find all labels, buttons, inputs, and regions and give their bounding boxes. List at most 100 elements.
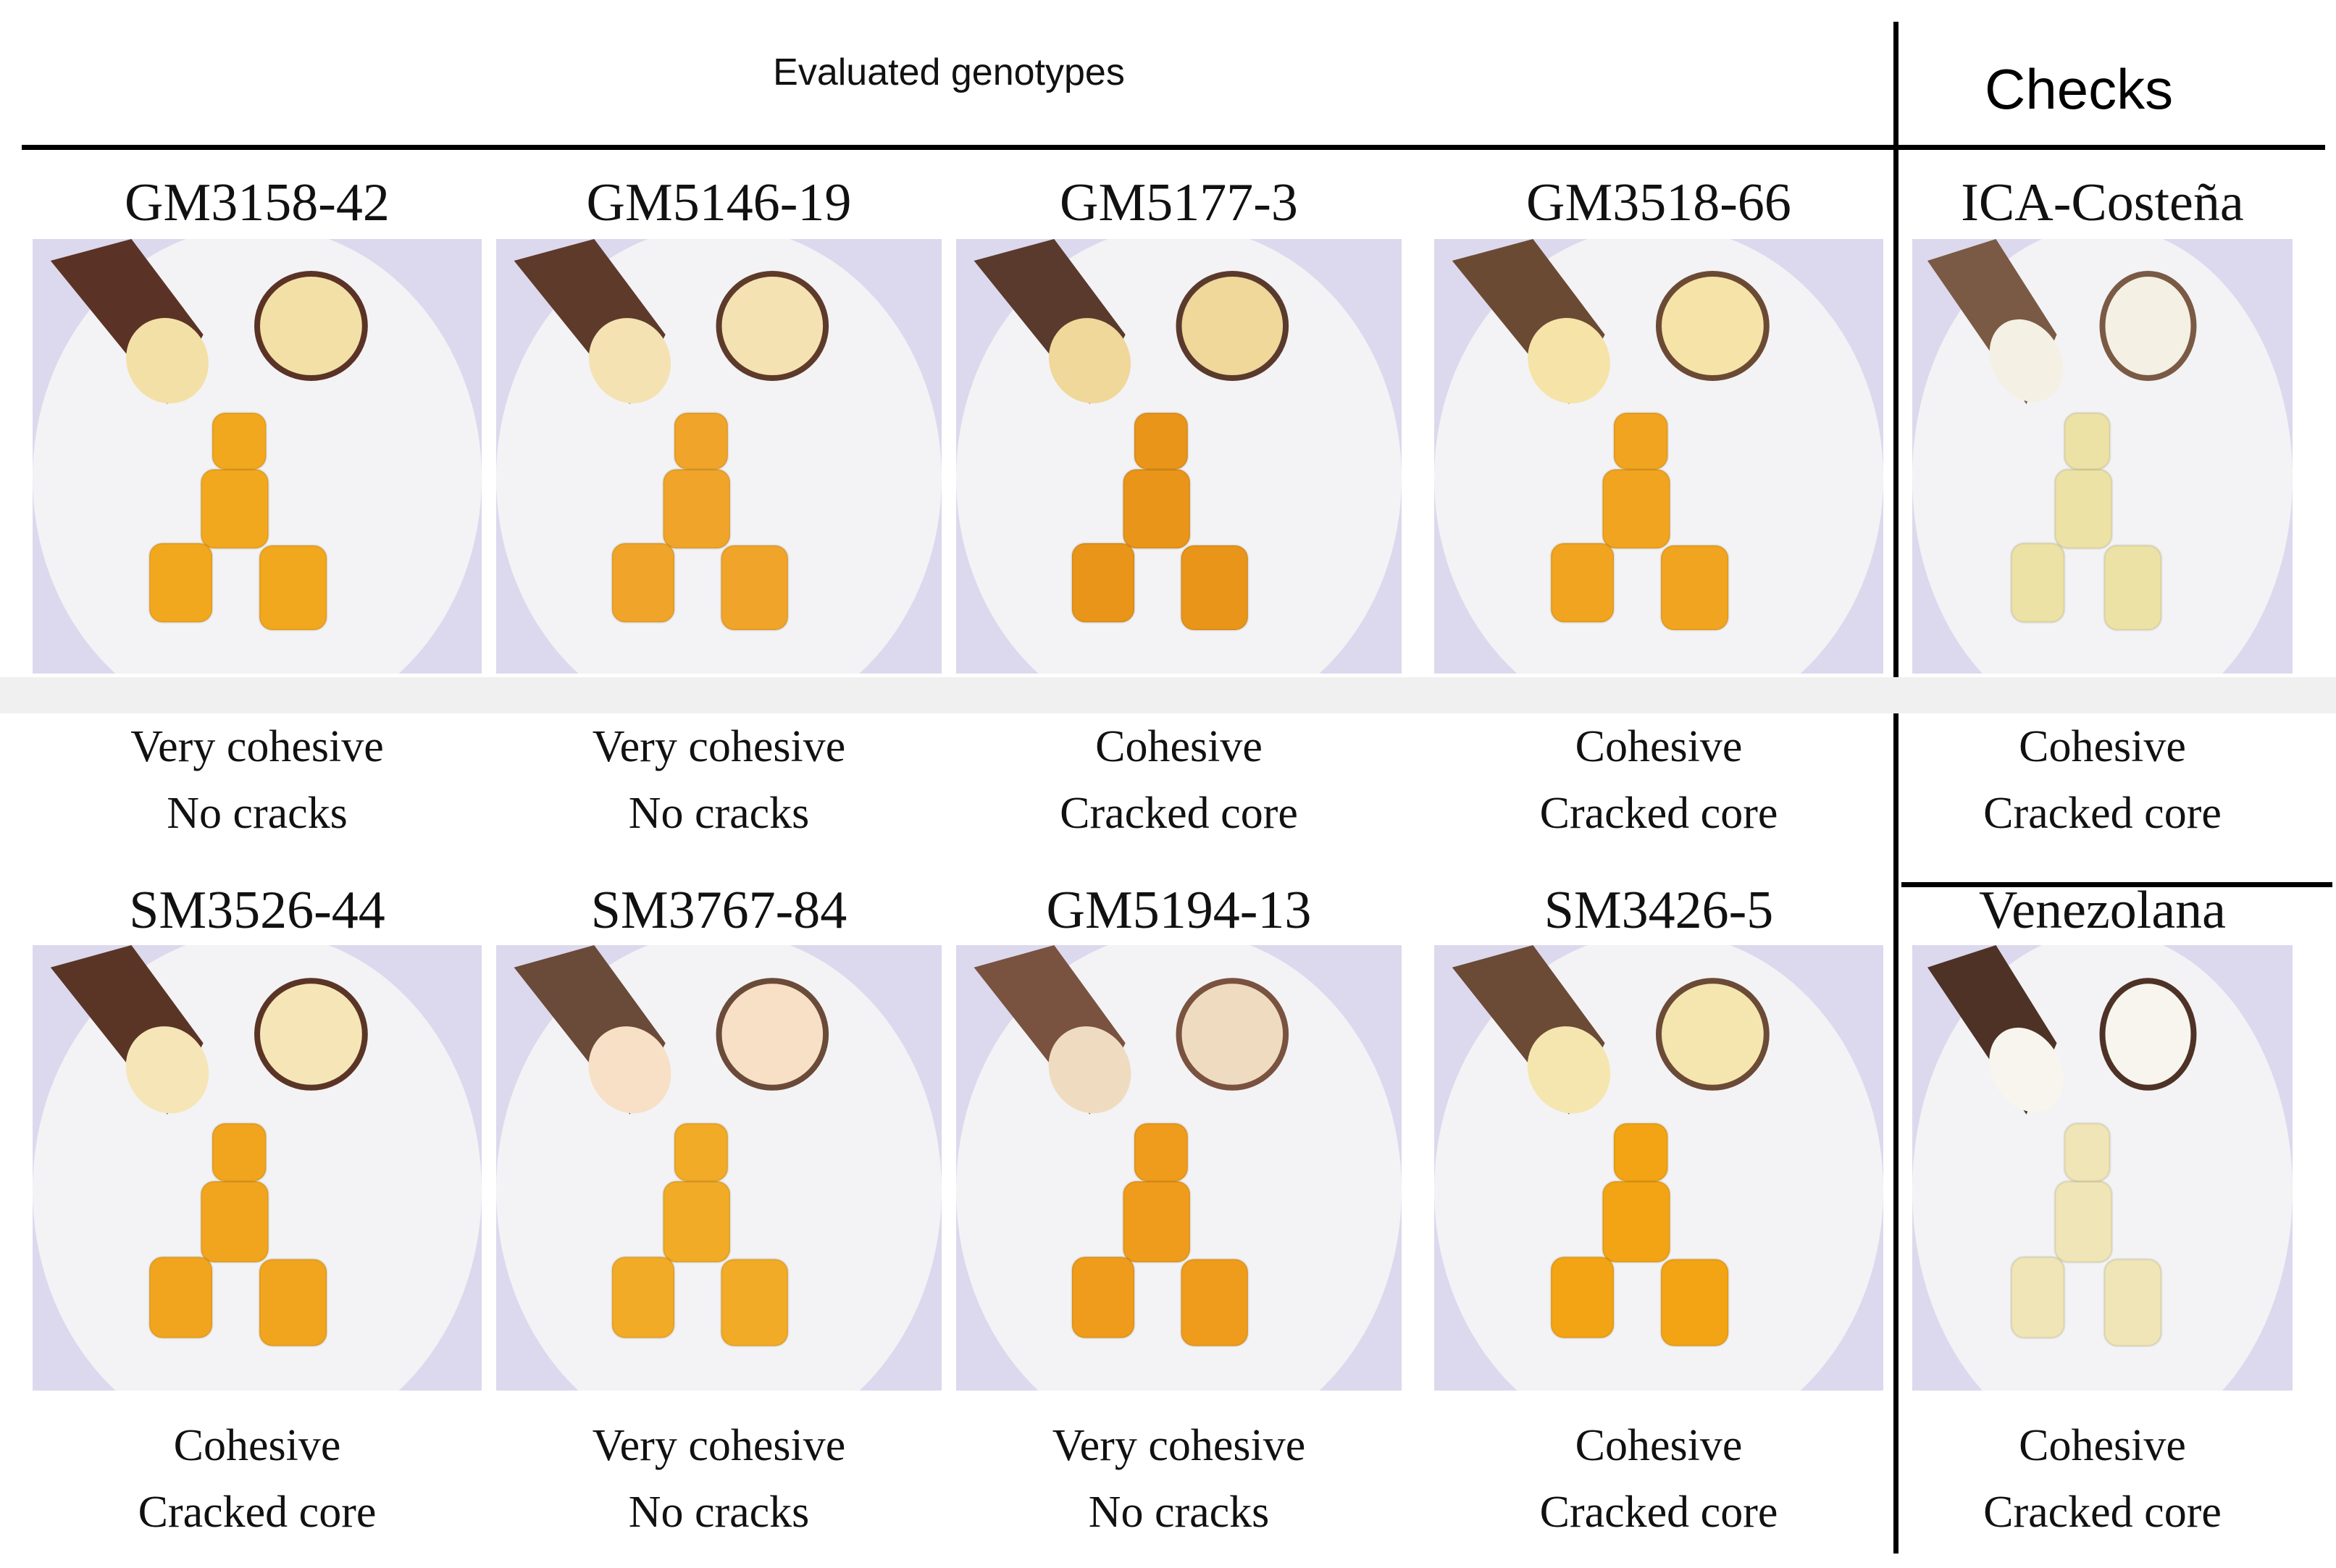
cooked-piece [1071, 1256, 1136, 1339]
cooked-piece [258, 544, 328, 632]
genotype-name: GM5146-19 [586, 173, 852, 232]
cooked-piece [200, 1180, 269, 1264]
raw-slice [716, 978, 829, 1091]
root-cut-face [1528, 318, 1610, 403]
cohesiveness-label: Cohesive [1095, 722, 1263, 771]
cassava-illustration [956, 945, 1402, 1391]
cassava-photo [496, 945, 942, 1391]
texture-description: Very cohesive No cracks [496, 1412, 942, 1546]
cassava-photo [1434, 945, 1883, 1391]
raw-slice [254, 271, 368, 381]
cooked-piece [2054, 1180, 2114, 1264]
root-cut-face [125, 1026, 209, 1114]
cooked-piece [2103, 1258, 2163, 1348]
crack-label: Cracked core [1060, 789, 1298, 838]
raw-slice [1656, 978, 1770, 1091]
cooked-piece [258, 1258, 328, 1348]
cooked-piece [720, 544, 790, 632]
cooked-piece [1133, 1122, 1189, 1183]
genotype-name: GM3158-42 [125, 173, 390, 232]
root-cut-face [588, 1026, 671, 1114]
cassava-illustration [956, 239, 1402, 674]
raw-slice [1176, 271, 1289, 381]
genotype-panel: GM5194-13 Very cohesive No cracks [956, 0, 1402, 1568]
cooked-piece [148, 1256, 214, 1339]
cassava-photo [956, 239, 1402, 674]
raw-slice [1656, 271, 1770, 381]
cassava-illustration [496, 945, 942, 1391]
texture-description: Cohesive Cracked core [1912, 1412, 2293, 1546]
raw-slice [2099, 271, 2197, 381]
cohesiveness-label: Cohesive [2019, 1421, 2186, 1470]
cooked-piece [1122, 1180, 1192, 1264]
cassava-illustration [1434, 945, 1883, 1391]
cooked-piece [1071, 542, 1136, 624]
genotype-panel: GM3158-42 Very cohesive No cracks [33, 0, 482, 1568]
genotype-name: GM5194-13 [1046, 881, 1312, 940]
cassava-photo [33, 239, 482, 674]
genotype-panel: GM5177-3 Cohesive Cracked core [956, 0, 1402, 1568]
cassava-photo [1912, 239, 2293, 674]
raw-slice [254, 978, 368, 1091]
background-band-checks [1901, 677, 2336, 713]
texture-description: Very cohesive No cracks [496, 713, 942, 847]
genotype-name: ICA-Costeña [1961, 173, 2244, 232]
cooked-piece [211, 1122, 267, 1183]
cooked-piece [611, 1256, 676, 1339]
crack-label: Cracked core [138, 1488, 377, 1537]
cooked-piece [1659, 1258, 1730, 1348]
cohesiveness-label: Cohesive [1575, 1421, 1743, 1470]
crack-label: No cracks [628, 1488, 810, 1537]
cooked-piece [2010, 1256, 2066, 1339]
cassava-photo [956, 945, 1402, 1391]
raw-slice [1176, 978, 1289, 1091]
cassava-photo [1434, 239, 1883, 674]
cassava-illustration [496, 239, 942, 674]
genotype-name: GM3518-66 [1526, 173, 1791, 232]
cohesiveness-label: Very cohesive [1052, 1421, 1306, 1470]
cooked-piece [1180, 544, 1249, 632]
cooked-piece [1612, 411, 1669, 471]
genotype-name: SM3767-84 [590, 881, 847, 940]
cooked-piece [2103, 544, 2163, 632]
cohesiveness-label: Cohesive [1575, 722, 1743, 771]
cassava-illustration [1434, 239, 1883, 674]
cooked-piece [1659, 544, 1730, 632]
header-evaluated-genotypes: Evaluated genotypes [773, 51, 1125, 93]
cooked-piece [720, 1258, 790, 1348]
texture-description: Cohesive Cracked core [33, 1412, 482, 1546]
cooked-piece [2063, 1122, 2111, 1183]
cooked-piece [673, 411, 729, 471]
cohesiveness-label: Very cohesive [130, 722, 384, 771]
genotype-panel: GM5146-19 Very cohesive No cracks [496, 0, 942, 1568]
texture-description: Very cohesive No cracks [33, 713, 482, 847]
cooked-piece [211, 411, 267, 471]
cassava-illustration [33, 239, 482, 674]
genotype-panel: SM3767-84 Very cohesive No cracks [496, 0, 942, 1568]
texture-description: Cohesive Cracked core [1434, 1412, 1883, 1546]
background-band [0, 677, 1920, 713]
cooked-piece [611, 542, 676, 624]
texture-description: Cohesive Cracked core [1434, 713, 1883, 847]
genotype-panel: ICA-Costeña Cohesive Cracked core [1912, 0, 2293, 1568]
root-cut-face [1989, 1027, 2064, 1112]
cassava-illustration [33, 945, 482, 1391]
crack-label: Cracked core [1983, 1488, 2222, 1537]
root-cut-face [1989, 319, 2064, 403]
cassava-photo [496, 239, 942, 674]
texture-description: Cohesive Cracked core [1912, 713, 2293, 847]
top-divider [22, 145, 2325, 150]
genotype-panel: GM3518-66 Cohesive Cracked core [1434, 0, 1883, 1568]
cooked-piece [1612, 1122, 1669, 1183]
crack-label: Cracked core [1983, 789, 2222, 838]
cooked-piece [148, 542, 214, 624]
cooked-piece [662, 1180, 732, 1264]
cooked-piece [1180, 1258, 1249, 1348]
genotype-name: SM3426-5 [1544, 881, 1774, 940]
cohesiveness-label: Cohesive [2019, 722, 2186, 771]
cooked-piece [1133, 411, 1189, 471]
genotype-panel: SM3526-44 Cohesive Cracked core [33, 0, 482, 1568]
cohesiveness-label: Cohesive [173, 1421, 341, 1470]
cohesiveness-label: Very cohesive [592, 1421, 846, 1470]
texture-description: Very cohesive No cracks [956, 1412, 1402, 1546]
